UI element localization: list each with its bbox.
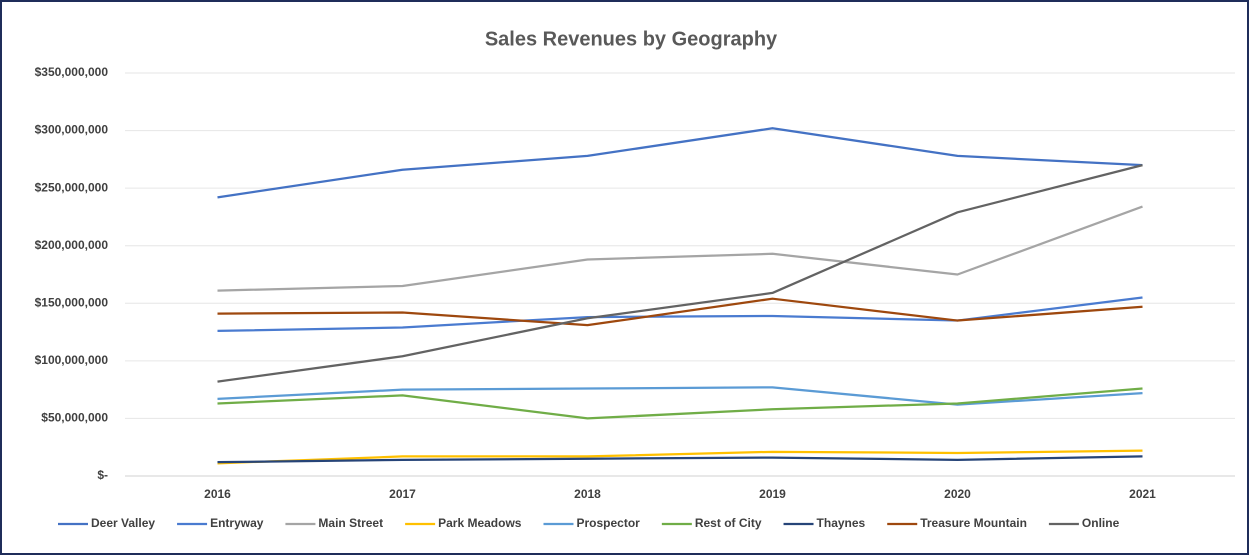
y-tick-label: $50,000,000 [41, 411, 108, 425]
y-tick-label: $250,000,000 [35, 180, 109, 194]
x-tick-label: 2019 [759, 487, 786, 501]
legend-label: Deer Valley [91, 516, 155, 530]
series-line [217, 449, 1143, 465]
legend-label: Prospector [576, 516, 640, 530]
legend-label: Treasure Mountain [920, 516, 1027, 530]
x-tick-label: 2018 [574, 487, 601, 501]
y-tick-label: $300,000,000 [35, 123, 109, 137]
y-tick-label: $- [97, 468, 108, 482]
series-line [217, 297, 1143, 327]
legend-label: Main Street [318, 516, 383, 530]
chart-title: Sales Revenues by Geography [485, 28, 778, 50]
legend-label: Thaynes [817, 516, 866, 530]
series-line [217, 386, 1143, 406]
x-tick-label: 2021 [1129, 487, 1156, 501]
y-tick-label: $150,000,000 [35, 295, 109, 309]
legend-label: Park Meadows [438, 516, 522, 530]
legend-label: Online [1082, 516, 1120, 530]
series-line [217, 127, 1143, 199]
series-line [217, 455, 1143, 464]
x-tick-label: 2020 [944, 487, 971, 501]
y-tick-label: $100,000,000 [35, 353, 109, 367]
x-tick-label: 2016 [204, 487, 231, 501]
x-tick-label: 2017 [389, 487, 416, 501]
y-tick-label: $200,000,000 [35, 238, 109, 252]
legend-label: Entryway [210, 516, 264, 530]
series-line [217, 164, 1143, 383]
series-line [217, 296, 1143, 333]
series-line [217, 205, 1143, 292]
series-line [217, 387, 1143, 420]
legend-label: Rest of City [695, 516, 762, 530]
y-tick-label: $350,000,000 [35, 65, 109, 79]
